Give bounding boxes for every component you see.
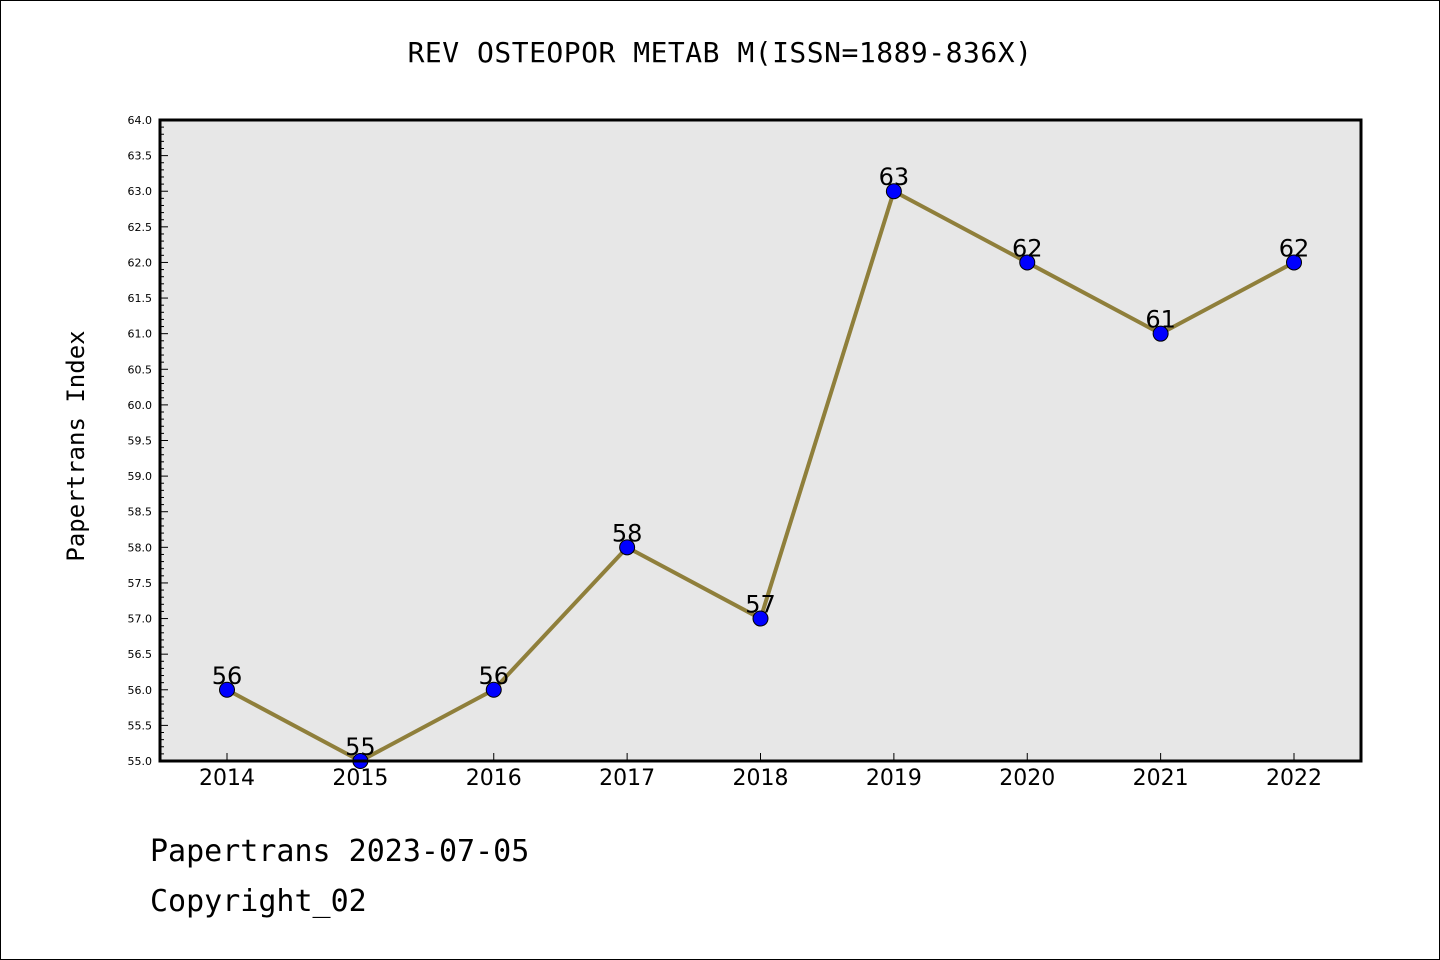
data-labels-group: 56 55 56 58 57 63 62 61 62 [212,163,1310,761]
plot-area [160,120,1361,761]
x-tick-label: 2020 [999,766,1055,791]
data-label: 56 [212,662,243,690]
x-tick-label: 2019 [866,766,922,791]
y-tick-label: 60.0 [128,399,153,412]
y-tick-label: 56.0 [128,684,153,697]
y-tick-label: 59.5 [128,435,153,448]
data-point [219,681,235,698]
data-point [619,539,636,556]
y-tick-label: 59.0 [128,470,153,483]
y-tick-label: 58.0 [128,541,153,554]
data-label: 57 [745,591,776,619]
x-tick-label: 2015 [332,766,388,791]
x-tick-label: 2014 [199,766,255,791]
x-tick-label: 2016 [466,766,522,791]
chart-title: REV OSTEOPOR METAB M(ISSN=1889-836X) [407,36,1033,69]
y-tick-label: 56.5 [128,648,153,661]
y-axis: 55.0 55.5 56.0 56.5 57.0 57.5 58.0 58.5 59.0 59.5… [128,114,168,768]
footer-copyright-line: Copyright_02 [150,884,367,919]
y-tick-label: 64.0 [128,114,153,127]
x-axis: 2014 2015 2016 2017 2018 2019 2020 2021 2022 [199,753,1322,791]
y-tick-label: 60.5 [128,363,153,376]
y-tick-label: 63.0 [128,185,153,198]
data-point [885,183,902,200]
data-point [1152,325,1169,342]
data-point [1019,254,1036,271]
y-tick-label: 55.5 [128,719,153,732]
data-label: 56 [478,662,509,690]
plot-border [158,118,1363,763]
y-tick-label: 57.0 [128,613,153,626]
data-label: 62 [1012,234,1043,262]
x-tick-label: 2017 [599,766,655,791]
data-point [752,610,769,627]
data-label: 63 [879,163,910,191]
data-label: 55 [345,733,376,761]
y-tick-label: 57.5 [128,577,153,590]
y-tick-label: 61.5 [128,292,153,305]
y-tick-label: 62.0 [128,256,153,269]
footer-date-line: Papertrans 2023-07-05 [150,834,530,869]
series-points-group [219,183,1302,769]
x-tick-label: 2021 [1133,766,1189,791]
data-point [1286,254,1302,271]
y-tick-label: 58.5 [128,506,153,519]
data-label: 58 [612,519,643,547]
y-tick-label: 62.5 [128,221,153,234]
x-tick-label: 2018 [733,766,789,791]
data-point [485,681,502,698]
y-tick-label: 63.5 [128,150,153,163]
data-label: 61 [1145,306,1176,334]
y-tick-label: 55.0 [128,755,153,768]
data-label: 62 [1279,234,1310,262]
x-tick-label: 2022 [1266,766,1322,791]
y-tick-label: 61.0 [128,328,153,341]
